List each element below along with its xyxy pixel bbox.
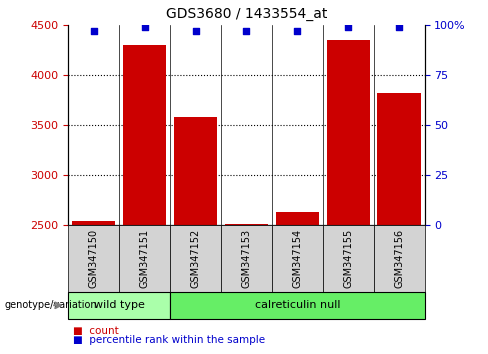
Bar <box>323 225 374 292</box>
Text: genotype/variation: genotype/variation <box>5 300 98 310</box>
Text: GSM347156: GSM347156 <box>394 229 404 288</box>
Bar <box>276 212 319 225</box>
Bar <box>72 221 115 225</box>
Text: GSM347151: GSM347151 <box>140 229 150 288</box>
Bar <box>272 225 323 292</box>
Text: wild type: wild type <box>94 300 144 310</box>
Text: ■  count: ■ count <box>73 326 119 336</box>
Bar <box>221 225 272 292</box>
Point <box>243 28 250 34</box>
Text: GSM347150: GSM347150 <box>89 229 99 288</box>
Text: GSM347155: GSM347155 <box>343 229 353 288</box>
Point <box>90 28 98 34</box>
Bar <box>170 225 221 292</box>
Point <box>293 28 301 34</box>
Bar <box>378 93 421 225</box>
Bar <box>119 225 170 292</box>
Bar <box>174 117 217 225</box>
Bar <box>68 292 170 319</box>
Bar <box>326 40 370 225</box>
Text: GSM347154: GSM347154 <box>292 229 303 288</box>
Bar <box>123 45 166 225</box>
Point <box>192 28 200 34</box>
Point <box>395 24 403 30</box>
Text: GSM347152: GSM347152 <box>190 229 201 288</box>
Point <box>141 24 148 30</box>
Point <box>345 24 352 30</box>
Bar <box>374 225 425 292</box>
Bar <box>225 224 268 225</box>
Text: GSM347153: GSM347153 <box>242 229 251 288</box>
Title: GDS3680 / 1433554_at: GDS3680 / 1433554_at <box>166 7 327 21</box>
Bar <box>68 225 119 292</box>
Text: ■  percentile rank within the sample: ■ percentile rank within the sample <box>73 335 265 345</box>
Text: calreticulin null: calreticulin null <box>255 300 340 310</box>
Bar <box>170 292 425 319</box>
